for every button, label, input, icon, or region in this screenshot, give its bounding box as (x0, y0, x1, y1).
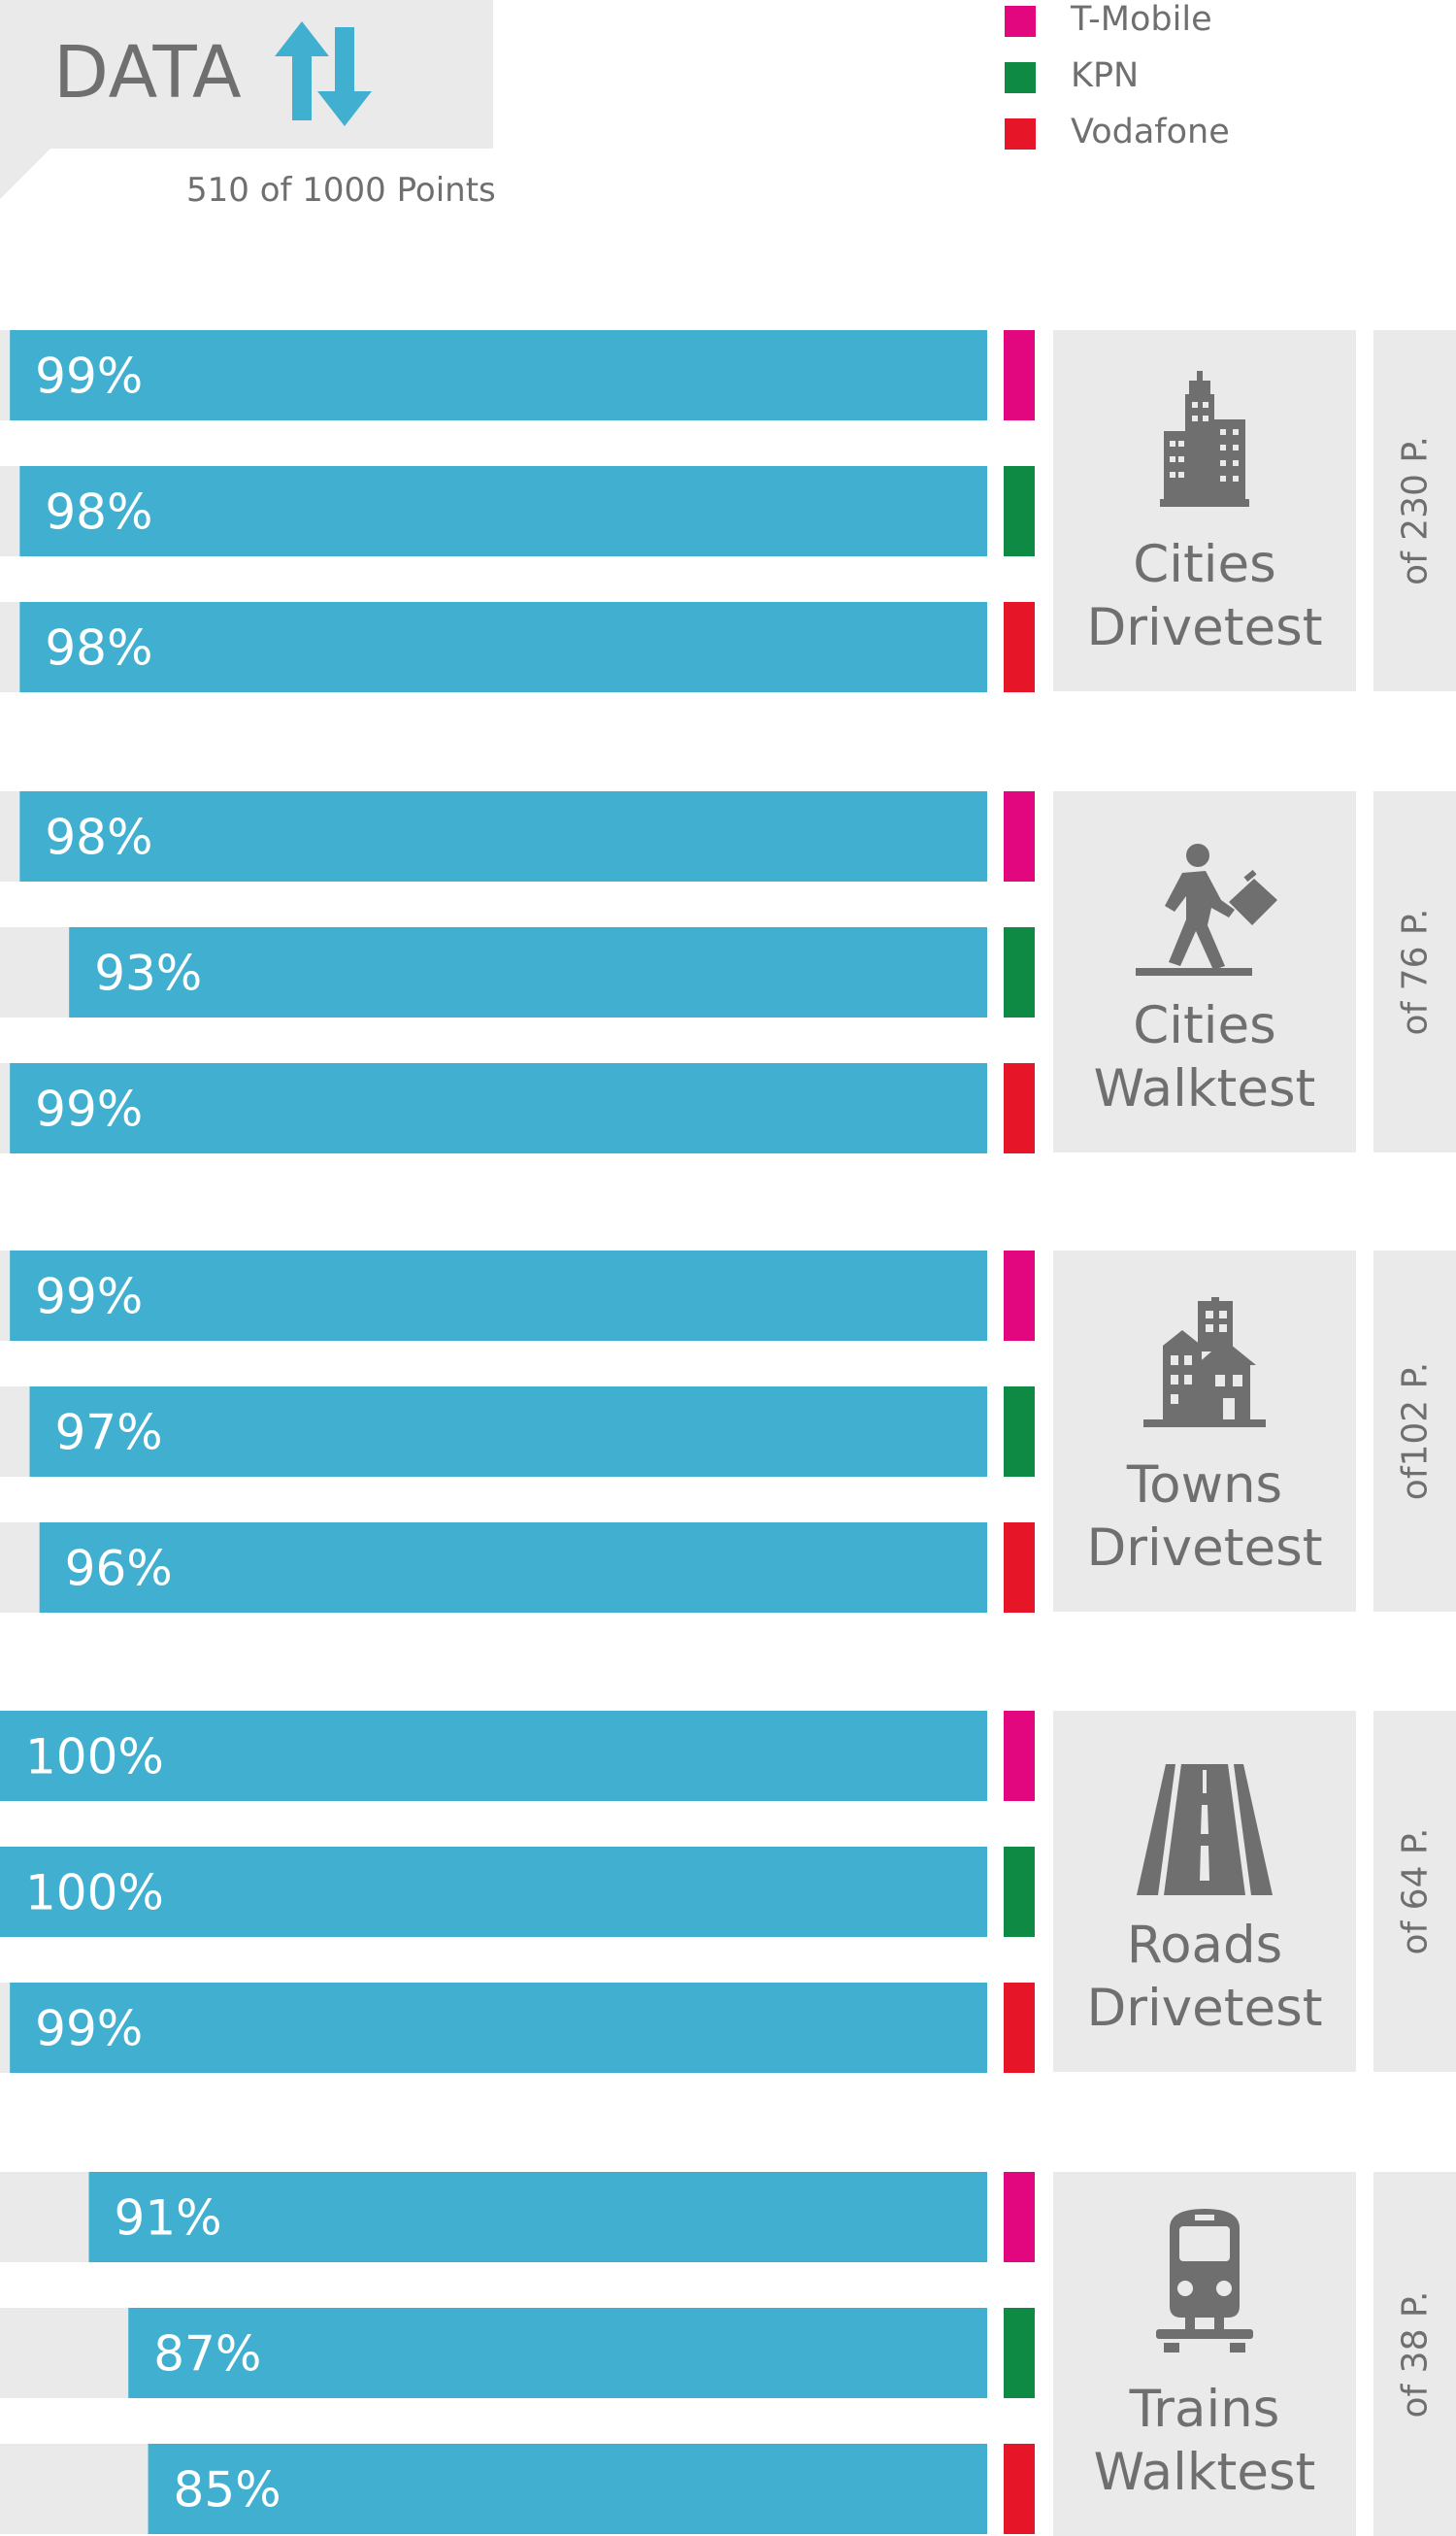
bar-vodafone (10, 1063, 988, 1153)
bar-t-mobile (88, 2172, 987, 2262)
side-panel-roads-drivetest: of 64 P. (1373, 1711, 1456, 2072)
town-houses-icon (1143, 1297, 1266, 1427)
bar-vodafone (10, 1983, 988, 2073)
bar-t-mobile (0, 1711, 987, 1801)
legend-label-kpn: KPN (1071, 56, 1140, 95)
operator-color-strip (1004, 1711, 1035, 1801)
category-panel-cities-drivetest: Cities Drivetest (1053, 330, 1356, 691)
bar-value-label: 99% (35, 1269, 143, 1325)
bar-kpn (29, 1386, 987, 1477)
side-panel-trains-walktest: of 38 P. (1373, 2172, 1456, 2536)
bar-t-mobile (10, 1251, 988, 1341)
legend-swatch-kpn (1005, 62, 1036, 93)
category-label-line1: Roads (1126, 1916, 1283, 1975)
header-box (0, 0, 493, 149)
category-label-line2: Walktest (1093, 2443, 1316, 2502)
bar-value-label: 87% (153, 2326, 261, 2383)
operator-color-strip (1004, 1063, 1035, 1153)
operator-color-strip (1004, 2308, 1035, 2398)
group-points-label: of102 P. (1395, 1361, 1435, 1501)
walking-person-icon (1136, 844, 1277, 976)
bar-kpn (69, 927, 987, 1018)
bar-kpn (128, 2308, 987, 2398)
category-panel-trains-walktest: Trains Walktest (1053, 2172, 1356, 2536)
bar-value-label: 93% (94, 946, 202, 1002)
bar-vodafone (19, 602, 987, 692)
operator-color-strip (1004, 1386, 1035, 1477)
category-label-line1: Trains (1129, 2380, 1280, 2439)
bar-chart: 99% 98% 98% 98% 93% 99% 99% 97% 96% 100% 100% 99% 91… (0, 330, 1035, 2534)
bar-value-label: 99% (35, 1082, 143, 1138)
operator-color-strip (1004, 1522, 1035, 1613)
bar-value-label: 100% (25, 1729, 164, 1785)
header-notch (0, 149, 50, 199)
bar-value-label: 99% (35, 349, 143, 405)
operator-color-strip (1004, 927, 1035, 1018)
category-label-line2: Drivetest (1086, 1979, 1323, 2038)
bar-value-label: 91% (115, 2190, 222, 2247)
category-label-line1: Cities (1133, 535, 1276, 594)
bar-t-mobile (10, 330, 988, 420)
points-total: 510 of 1000 Points (186, 171, 496, 210)
operator-color-strip (1004, 2444, 1035, 2534)
bar-kpn (19, 466, 987, 556)
operator-color-strip (1004, 466, 1035, 556)
operator-color-strip (1004, 2172, 1035, 2262)
group-points-label: of 64 P. (1395, 1827, 1435, 1955)
operator-color-strip (1004, 1983, 1035, 2073)
category-panel-roads-drivetest: Roads Drivetest (1053, 1711, 1356, 2072)
bar-value-label: 98% (45, 620, 152, 677)
category-label-line2: Walktest (1093, 1059, 1316, 1118)
group-points-label: of 38 P. (1395, 2290, 1435, 2418)
bar-value-label: 96% (65, 1541, 173, 1597)
bar-vodafone (39, 1522, 988, 1613)
bar-kpn (0, 1847, 987, 1937)
bar-value-label: 85% (174, 2462, 281, 2519)
category-label-line2: Drivetest (1086, 1518, 1323, 1578)
legend-label-vodafone: Vodafone (1071, 113, 1230, 151)
bar-value-label: 97% (55, 1405, 163, 1461)
category-panel-towns-drivetest: Towns Drivetest (1053, 1251, 1356, 1612)
bar-t-mobile (19, 791, 987, 882)
operator-color-strip (1004, 791, 1035, 882)
operator-color-strip (1004, 602, 1035, 692)
city-buildings-icon (1160, 371, 1249, 507)
legend-swatch-tmobile (1005, 6, 1036, 37)
operator-color-strip (1004, 1847, 1035, 1937)
operator-color-strip (1004, 330, 1035, 420)
category-panel-cities-walktest: Cities Walktest (1053, 791, 1356, 1152)
bar-value-label: 100% (25, 1865, 164, 1921)
category-label-line2: Drivetest (1086, 598, 1323, 657)
legend-label-tmobile: T-Mobile (1071, 0, 1212, 39)
road-icon (1137, 1764, 1273, 1895)
train-icon (1156, 2209, 1253, 2352)
group-points-label: of 76 P. (1395, 908, 1435, 1036)
up-down-arrows-icon (275, 21, 372, 126)
bar-value-label: 98% (45, 810, 152, 866)
bar-value-label: 98% (45, 484, 152, 541)
bar-vodafone (148, 2444, 988, 2534)
group-points-label: of 230 P. (1395, 436, 1435, 585)
category-label-line1: Towns (1126, 1455, 1283, 1515)
bar-value-label: 99% (35, 2001, 143, 2057)
legend-swatch-vodafone (1005, 118, 1036, 150)
header-title: DATA (53, 31, 243, 115)
category-label-line1: Cities (1133, 996, 1276, 1055)
side-panel-cities-walktest: of 76 P. (1373, 791, 1456, 1152)
operator-color-strip (1004, 1251, 1035, 1341)
side-panel-cities-drivetest: of 230 P. (1373, 330, 1456, 691)
side-panel-towns-drivetest: of102 P. (1373, 1251, 1456, 1612)
